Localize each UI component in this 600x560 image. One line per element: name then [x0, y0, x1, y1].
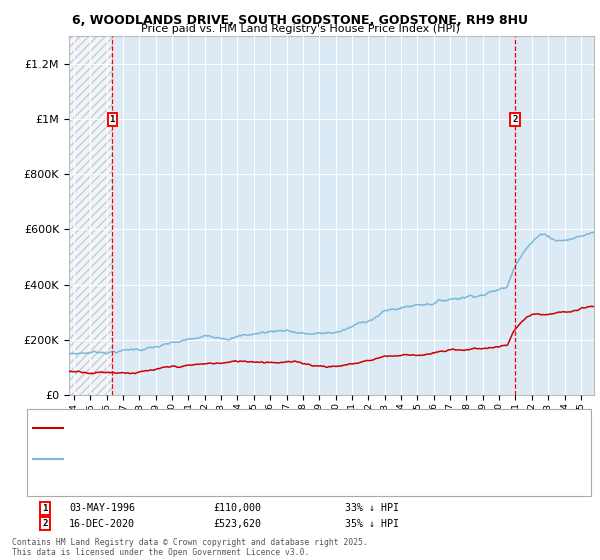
Text: HPI: Average price, detached house, Tandridge: HPI: Average price, detached house, Tand…	[68, 455, 290, 464]
Text: 35% ↓ HPI: 35% ↓ HPI	[345, 519, 399, 529]
Text: £523,620: £523,620	[213, 519, 261, 529]
Text: 6, WOODLANDS DRIVE, SOUTH GODSTONE, GODSTONE, RH9 8HU: 6, WOODLANDS DRIVE, SOUTH GODSTONE, GODS…	[72, 14, 528, 27]
Text: £110,000: £110,000	[213, 503, 261, 514]
Text: 33% ↓ HPI: 33% ↓ HPI	[345, 503, 399, 514]
Text: 6, WOODLANDS DRIVE, SOUTH GODSTONE, GODSTONE, RH9 8HU (detached house): 6, WOODLANDS DRIVE, SOUTH GODSTONE, GODS…	[68, 423, 467, 432]
Text: 2: 2	[512, 115, 518, 124]
Text: 03-MAY-1996: 03-MAY-1996	[69, 503, 135, 514]
Bar	[69, 36, 112, 395]
Text: Contains HM Land Registry data © Crown copyright and database right 2025.
This d: Contains HM Land Registry data © Crown c…	[12, 538, 368, 557]
Text: 1: 1	[109, 115, 115, 124]
Text: 16-DEC-2020: 16-DEC-2020	[69, 519, 135, 529]
Text: 1: 1	[43, 504, 47, 513]
Text: Price paid vs. HM Land Registry's House Price Index (HPI): Price paid vs. HM Land Registry's House …	[140, 24, 460, 34]
Text: 2: 2	[43, 519, 47, 528]
